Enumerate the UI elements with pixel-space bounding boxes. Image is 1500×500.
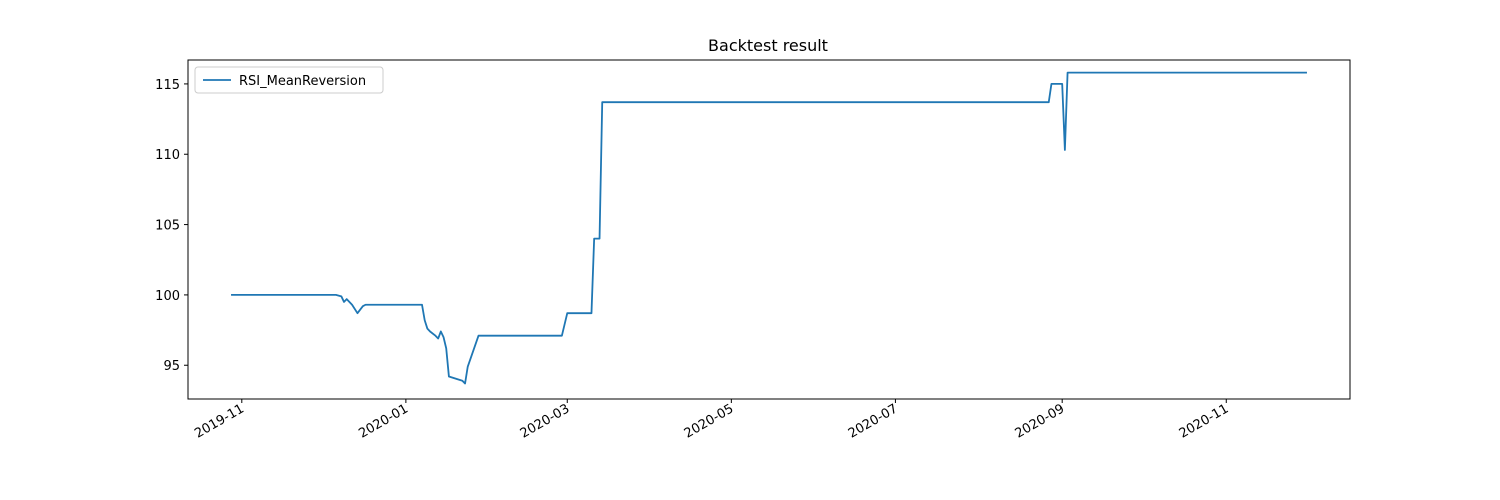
legend-label: RSI_MeanReversion: [239, 74, 366, 89]
series-line: [231, 71, 1307, 385]
plot-frame: [187, 59, 1351, 400]
x-tick-label: 2019-11: [192, 401, 247, 441]
chart-title: Backtest result: [708, 36, 828, 55]
x-tick-label: 2020-07: [846, 401, 901, 441]
y-tick-label: 95: [163, 359, 180, 374]
plot-area: [187, 59, 1351, 400]
y-axis: 95 100 105 110 115: [155, 78, 188, 374]
x-tick-label: 2020-01: [356, 401, 411, 441]
legend-box: [194, 66, 384, 94]
series-layer: [231, 71, 1307, 385]
x-tick-label: 2020-11: [1177, 401, 1232, 441]
x-tick-label: 2020-09: [1013, 401, 1068, 441]
y-tick-label: 105: [155, 219, 180, 234]
x-axis: 2019-11 2020-01 2020-03 2020-05 2020-07 2020-…: [192, 399, 1231, 442]
y-tick-label: 115: [155, 78, 180, 93]
y-tick-label: 100: [155, 289, 180, 304]
legend: RSI_MeanReversion: [194, 66, 384, 94]
x-tick-label: 2020-05: [682, 401, 737, 441]
y-tick-label: 110: [155, 148, 180, 163]
x-tick-label: 2020-03: [518, 401, 573, 441]
